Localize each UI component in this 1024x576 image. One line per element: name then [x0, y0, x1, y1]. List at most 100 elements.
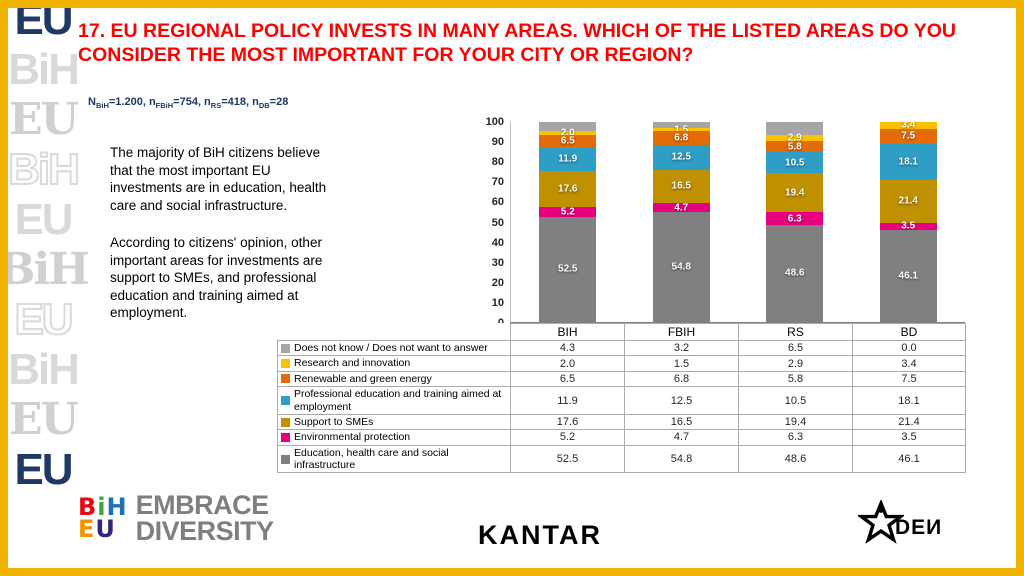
- legend-label: Research and innovation: [294, 357, 411, 370]
- legend-label: Professional education and training aime…: [294, 388, 502, 413]
- table-row: Does not know / Does not want to answer 4…: [277, 339, 966, 357]
- value-cell: 52.5: [510, 444, 625, 474]
- legend-swatch: [281, 454, 290, 464]
- bar-column-bih: 2.0 6.5 11.9 17.6 5.2 52.5: [511, 122, 625, 322]
- embrace-logo-top: BiH: [78, 495, 128, 519]
- value-cell: 10.5: [738, 386, 853, 415]
- value-cell: 6.5: [738, 339, 853, 357]
- logo-letter: E: [78, 515, 96, 544]
- bar-value-label: 1.5: [674, 124, 689, 136]
- value-cell: 3.2: [624, 339, 739, 357]
- bar-value-label: 2.0: [560, 127, 575, 139]
- bar-segment: 3.4: [879, 120, 937, 131]
- y-axis-tick-label: 50: [491, 216, 504, 229]
- bar-value-label: 21.4: [898, 195, 918, 207]
- table-row: Environmental protection 5.2 4.7 6.3 3.5: [277, 429, 966, 446]
- value-cell: 16.5: [624, 413, 739, 431]
- note-subscript: DB: [258, 101, 270, 111]
- data-table: BIH FBIH RS BD Does not know / Does not wan…: [277, 323, 966, 474]
- embrace-text: EMBRACE DIVERSITY: [135, 491, 275, 547]
- kantar-logo: KANTAR: [478, 520, 602, 550]
- bar-column-rs: 2.9 5.8 10.5 19.4 6.3 48.6: [738, 122, 852, 322]
- y-axis-tick-label: 70: [491, 176, 504, 189]
- bar-value-label: 52.5: [558, 263, 578, 275]
- bar-value-label: 6.8: [674, 132, 689, 144]
- y-axis-tick-label: 30: [491, 256, 504, 269]
- bar-value-label: 10.5: [785, 157, 805, 169]
- value-cell: 12.5: [624, 386, 739, 415]
- y-axis-tick-label: 20: [491, 276, 504, 289]
- embrace-logo-bottom: EU: [78, 515, 128, 544]
- stacked-bar: 2.0 6.5 11.9 17.6 5.2 52.5: [539, 122, 597, 322]
- bar-value-label: 11.9: [558, 153, 578, 165]
- legend-swatch: [281, 417, 290, 427]
- slide-canvas: EU BiH EU BiH EU BiH EU BiH EU EU 17. EU REGIONAL…: [8, 8, 1016, 568]
- value-cell: 5.2: [510, 429, 625, 446]
- note-subscript: RS: [210, 101, 222, 111]
- legend-entry: Environmental protection: [281, 431, 507, 443]
- y-axis-tick-label: 10: [491, 296, 504, 309]
- bar-segment: 3.5: [879, 221, 937, 232]
- bar-segment: 12.5: [652, 144, 710, 170]
- bar-column-fbih: 1.5 6.8 12.5 16.5 4.7 54.8: [625, 122, 739, 322]
- y-axis-tick-label: 80: [491, 156, 504, 169]
- y-axis-labels: 0102030405060708090100: [466, 116, 504, 329]
- bar-segment: 6.5: [539, 134, 597, 148]
- legend-swatch: [281, 343, 290, 353]
- value-cell: 0.0: [852, 339, 966, 357]
- note-text: =1.200, n: [108, 96, 156, 108]
- legend-swatch: [281, 432, 290, 442]
- bar-column-bd: 3.4 7.5 18.1 21.4 3.5 46.1: [852, 120, 966, 322]
- slide-title: 17. EU REGIONAL POLICY INVESTS IN MANY A…: [78, 20, 956, 66]
- legend-label: Environmental protection: [294, 431, 411, 444]
- legend-cell: Research and innovation: [277, 355, 511, 372]
- commentary-paragraph: The majority of BiH citizens believe tha…: [110, 145, 327, 213]
- bar-segment: 11.9: [539, 147, 597, 172]
- embrace-line2: DIVERSITY: [135, 516, 275, 547]
- legend-swatch: [281, 359, 290, 369]
- value-cell: 3.5: [852, 429, 966, 446]
- legend-entry: Renewable and green energy: [281, 373, 507, 385]
- value-cell: 4.7: [624, 429, 739, 446]
- legend-cell: Education, health care and social infras…: [277, 444, 511, 474]
- note-subscript: BiH: [95, 101, 109, 111]
- star-icon: [858, 500, 904, 544]
- plot-area: 2.0 6.5 11.9 17.6 5.2 52.5 1.5 6.8 12.5 16.5 4.7 54…: [510, 120, 966, 323]
- y-axis-tick-label: 100: [485, 116, 504, 128]
- table-row: Renewable and green energy 6.5 6.8 5.8 7.5: [277, 370, 966, 388]
- value-cell: 7.5: [852, 370, 966, 388]
- legend-swatch: [281, 396, 290, 405]
- bar-segment: 48.6: [766, 224, 824, 322]
- value-cell: 2.0: [510, 355, 625, 372]
- bar-segment: 19.4: [766, 173, 824, 213]
- stacked-bar: 2.9 5.8 10.5 19.4 6.3 48.6: [766, 122, 824, 322]
- iden-wordmark: DEИ: [895, 516, 943, 539]
- bar-segment: 17.6: [539, 171, 597, 207]
- bar-value-label: 6.5: [560, 135, 575, 147]
- legend-cell: Renewable and green energy: [277, 370, 511, 388]
- bar-segment: 18.1: [879, 143, 937, 180]
- legend-cell: Support to SMEs: [277, 413, 511, 431]
- bar-value-label: 7.5: [901, 130, 916, 142]
- bar-value-label: 17.6: [558, 183, 578, 195]
- decorative-letter: BiH: [8, 45, 80, 94]
- decorative-letter: EU: [9, 394, 79, 445]
- embrace-diversity-logo: BiH EU EMBRACE DIVERSITY: [78, 491, 275, 547]
- decorative-letter: EU: [14, 445, 73, 494]
- column-header-bd: BD: [852, 323, 966, 341]
- value-cell: 5.8: [738, 370, 853, 388]
- bar-value-label: 54.8: [671, 261, 691, 273]
- commentary-paragraph: According to citizens' opinion, other im…: [110, 235, 323, 321]
- bar-segment: 5.8: [766, 140, 824, 153]
- value-cell: 46.1: [852, 444, 966, 474]
- legend-label: Does not know / Does not want to answer: [294, 342, 488, 354]
- bar-value-label: 5.2: [560, 206, 575, 218]
- table-row: Research and innovation 2.0 1.5 2.9 3.4: [277, 355, 966, 372]
- legend-cell: Does not know / Does not want to answer: [277, 339, 511, 357]
- bar-value-label: 6.3: [787, 213, 802, 224]
- legend-entry: Research and innovation: [281, 357, 507, 369]
- value-cell: 4.3: [510, 339, 625, 357]
- legend-cell: Professional education and training aime…: [277, 386, 511, 415]
- decorative-letter: BiH: [8, 145, 81, 194]
- stacked-bar: 3.4 7.5 18.1 21.4 3.5 46.1: [879, 120, 937, 322]
